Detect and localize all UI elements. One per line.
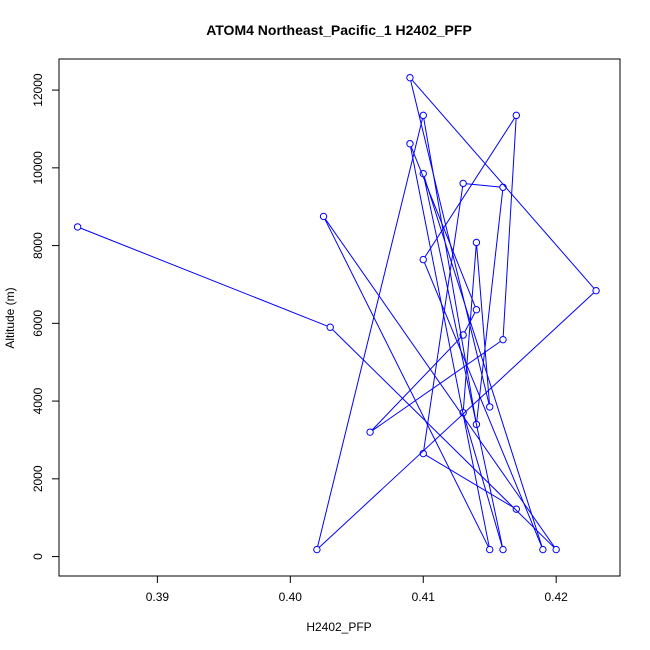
series-segment	[502, 118, 517, 337]
x-tick-label: 0.39	[146, 590, 170, 604]
data-point	[313, 545, 321, 554]
data-point	[366, 428, 374, 436]
y-tick-label: 2000	[31, 465, 45, 492]
y-tick-label: 0	[31, 553, 45, 560]
series-layer	[73, 73, 600, 554]
series-segment	[476, 190, 504, 422]
series-segment	[80, 227, 328, 327]
series-segment	[423, 118, 477, 422]
x-tick-label: 0.41	[412, 590, 436, 604]
y-tick-label: 10000	[31, 151, 45, 185]
data-point	[419, 111, 427, 120]
series-segment	[424, 117, 515, 258]
x-axis-label: H2402_PFP	[306, 620, 371, 634]
series-segment	[425, 454, 514, 508]
y-tick-label: 12000	[31, 73, 45, 107]
data-point	[539, 545, 547, 554]
series-segment	[410, 146, 476, 307]
data-point	[486, 545, 494, 554]
series-segment	[318, 292, 595, 548]
data-point	[512, 505, 521, 513]
series-segment	[423, 186, 464, 451]
series-segment	[372, 341, 501, 431]
y-tick-label: 4000	[31, 387, 45, 414]
series-segment	[462, 245, 477, 410]
series-segment	[466, 183, 500, 188]
series-segment	[324, 219, 489, 547]
series-segment	[410, 146, 490, 547]
series-segment	[317, 118, 423, 547]
series-segment	[463, 415, 503, 547]
data-point	[319, 212, 328, 221]
data-point	[419, 449, 427, 458]
data-point	[406, 73, 414, 82]
data-point	[73, 223, 82, 231]
data-point	[512, 111, 521, 120]
data-point	[459, 331, 467, 339]
data-point	[326, 323, 334, 331]
y-axis-label: Altitude (m)	[3, 287, 17, 348]
x-axis: 0.39 0.40 0.41 0.42	[146, 575, 569, 604]
data-point	[406, 140, 414, 148]
series-segment	[476, 245, 490, 404]
chart-title: ATOM4 Northeast_Pacific_1 H2402_PFP	[206, 22, 472, 38]
data-point	[592, 286, 600, 295]
series-segment	[423, 176, 503, 547]
data-point	[499, 545, 507, 554]
data-point	[472, 306, 481, 314]
data-point	[486, 403, 494, 411]
data-point	[459, 409, 467, 417]
series-segment	[332, 329, 555, 548]
data-point	[459, 179, 467, 188]
x-tick-label: 0.42	[545, 590, 569, 604]
series-segment	[410, 80, 490, 404]
y-axis: 0 2000 4000 6000 8000 10000 12000	[31, 73, 60, 560]
series-segment	[371, 336, 462, 431]
data-point	[472, 238, 481, 247]
data-point	[472, 420, 481, 429]
y-tick-label: 6000	[31, 310, 45, 337]
data-point	[499, 183, 507, 191]
data-point	[499, 335, 507, 344]
x-tick-label: 0.40	[279, 590, 303, 604]
y-tick-label: 8000	[31, 232, 45, 259]
data-point	[419, 169, 427, 178]
data-point	[552, 545, 560, 554]
data-point	[419, 255, 427, 264]
